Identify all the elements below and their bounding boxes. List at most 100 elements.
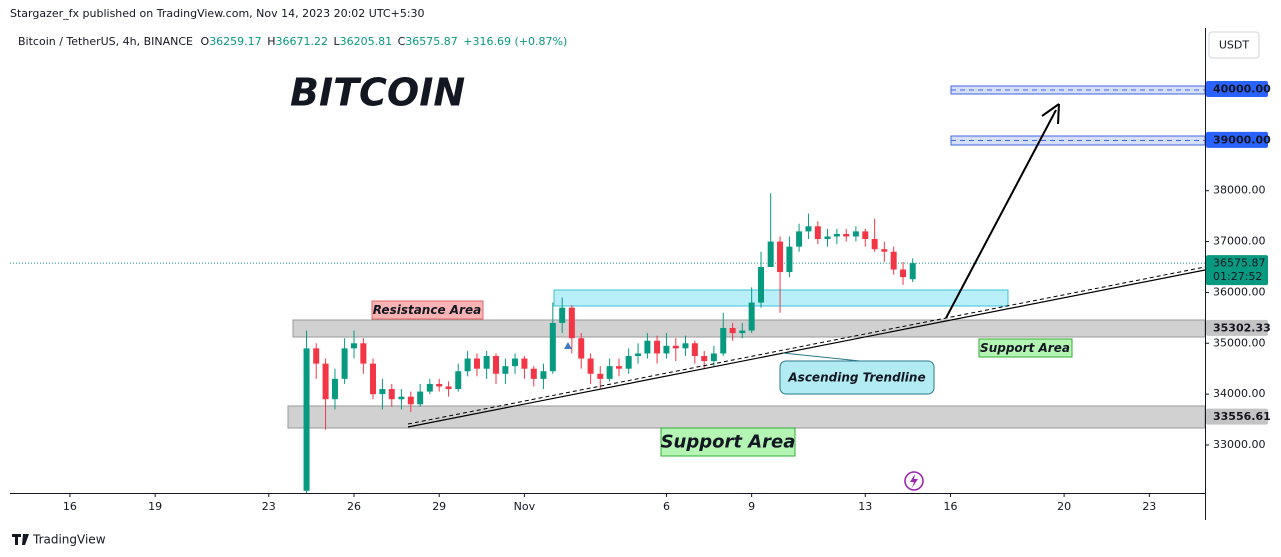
candle-body bbox=[587, 358, 594, 374]
label-box bbox=[371, 300, 484, 320]
candle-body bbox=[331, 378, 338, 400]
candle-body bbox=[881, 249, 888, 252]
countdown: 01:27:52 bbox=[1213, 270, 1262, 283]
candle-body bbox=[890, 251, 897, 270]
label-box bbox=[779, 360, 935, 395]
candle-body bbox=[852, 231, 859, 237]
candle-body bbox=[473, 358, 480, 369]
currency: USDT bbox=[1219, 39, 1250, 52]
candle-body bbox=[701, 355, 708, 362]
y-tick-label: 33000.00 bbox=[1213, 438, 1266, 451]
annotation: Support Area bbox=[661, 432, 796, 453]
x-tick-label: 26 bbox=[347, 500, 361, 513]
level-label: 33556.61 bbox=[1213, 410, 1271, 423]
candle-body bbox=[824, 236, 831, 240]
candle-body bbox=[710, 353, 717, 362]
candle-body bbox=[493, 355, 500, 374]
marker bbox=[564, 342, 572, 349]
candle-body bbox=[654, 340, 661, 354]
current-price-box bbox=[1206, 255, 1268, 286]
event-icon-bolt bbox=[910, 474, 918, 488]
candle-body bbox=[691, 343, 698, 356]
candles bbox=[303, 193, 916, 494]
candle-body bbox=[350, 343, 357, 349]
current-price: 36575.87 bbox=[1213, 257, 1266, 270]
x-tick-label: 9 bbox=[748, 500, 755, 513]
currency-button[interactable] bbox=[1208, 31, 1260, 59]
y-tick-label: 37000.00 bbox=[1213, 235, 1266, 248]
y-tick-label: 36000.00 bbox=[1213, 285, 1266, 298]
candle-body bbox=[464, 358, 471, 372]
event-icon[interactable] bbox=[904, 471, 924, 491]
x-tick-label: 13 bbox=[858, 500, 872, 513]
annotation: Support Area bbox=[980, 341, 1070, 355]
candle-body bbox=[739, 330, 746, 334]
candle-body bbox=[663, 345, 670, 354]
candle-body bbox=[833, 233, 840, 237]
candle-body bbox=[900, 269, 907, 278]
y-tick-label: 38000.00 bbox=[1213, 184, 1266, 197]
candle-body bbox=[398, 396, 405, 400]
symbol: Bitcoin / TetherUS, 4h, BINANCE bbox=[18, 35, 193, 48]
arrow bbox=[945, 109, 1057, 319]
candle-body bbox=[682, 343, 689, 349]
candle-body bbox=[379, 389, 386, 395]
level-label-box bbox=[1206, 319, 1268, 336]
candle-body bbox=[805, 226, 812, 232]
candle-body bbox=[871, 239, 878, 250]
x-tick-label: 23 bbox=[1142, 500, 1156, 513]
candle-body bbox=[341, 348, 348, 379]
candle-body bbox=[786, 246, 793, 273]
candle-body bbox=[729, 328, 736, 334]
y-tick-label: 34000.00 bbox=[1213, 387, 1266, 400]
label-box bbox=[660, 427, 796, 457]
ohlc-label: L bbox=[333, 35, 340, 48]
candle-body bbox=[530, 368, 537, 379]
ohlc-value: 36575.87 bbox=[405, 35, 458, 48]
candle-body bbox=[616, 366, 623, 369]
callout-line bbox=[782, 352, 861, 362]
candle-body bbox=[625, 355, 632, 369]
candle-body bbox=[426, 383, 433, 392]
candle-body bbox=[502, 366, 509, 374]
ohlc-value: 36259.17 bbox=[209, 35, 262, 48]
candle-body bbox=[540, 371, 547, 379]
x-tick-label: 6 bbox=[663, 500, 670, 513]
candle-body bbox=[644, 340, 651, 354]
level-label-box bbox=[1206, 80, 1268, 97]
ohlc-label: H bbox=[267, 35, 275, 48]
x-tick-label: 19 bbox=[148, 500, 162, 513]
candle-body bbox=[313, 348, 320, 364]
candle-body bbox=[483, 355, 490, 369]
annotation: Resistance Area bbox=[373, 303, 481, 317]
candle-body bbox=[370, 363, 377, 395]
ohlc-label: C bbox=[398, 35, 406, 48]
candle-body bbox=[843, 233, 850, 237]
publish-info: Stargazer_fx published on TradingView.co… bbox=[10, 7, 425, 20]
candle-body bbox=[436, 383, 443, 387]
support-zone bbox=[287, 405, 1206, 429]
footer-brand: TradingView bbox=[32, 533, 106, 547]
axes: 33000.00 34000.00 35000.00 36000.00 37000.00… bbox=[63, 80, 1271, 513]
ohlc-value: 36205.81 bbox=[340, 35, 393, 48]
candle-body bbox=[578, 338, 585, 359]
candle-body bbox=[720, 328, 727, 354]
candle-body bbox=[322, 363, 329, 400]
candle-body bbox=[549, 322, 556, 372]
x-tick-label: Nov bbox=[514, 500, 536, 513]
candle-body bbox=[777, 241, 784, 273]
candle-body bbox=[388, 389, 395, 400]
x-tick-label: 20 bbox=[1057, 500, 1071, 513]
candle-body bbox=[559, 307, 566, 323]
candle-body bbox=[417, 391, 424, 405]
candle-body bbox=[360, 343, 367, 364]
candle-body bbox=[303, 348, 310, 491]
candle-body bbox=[672, 345, 679, 349]
x-tick-label: 23 bbox=[262, 500, 276, 513]
candle-body bbox=[814, 226, 821, 240]
candle-body bbox=[758, 266, 765, 303]
candle-body bbox=[909, 263, 916, 280]
y-tick-label: 35000.00 bbox=[1213, 336, 1266, 349]
